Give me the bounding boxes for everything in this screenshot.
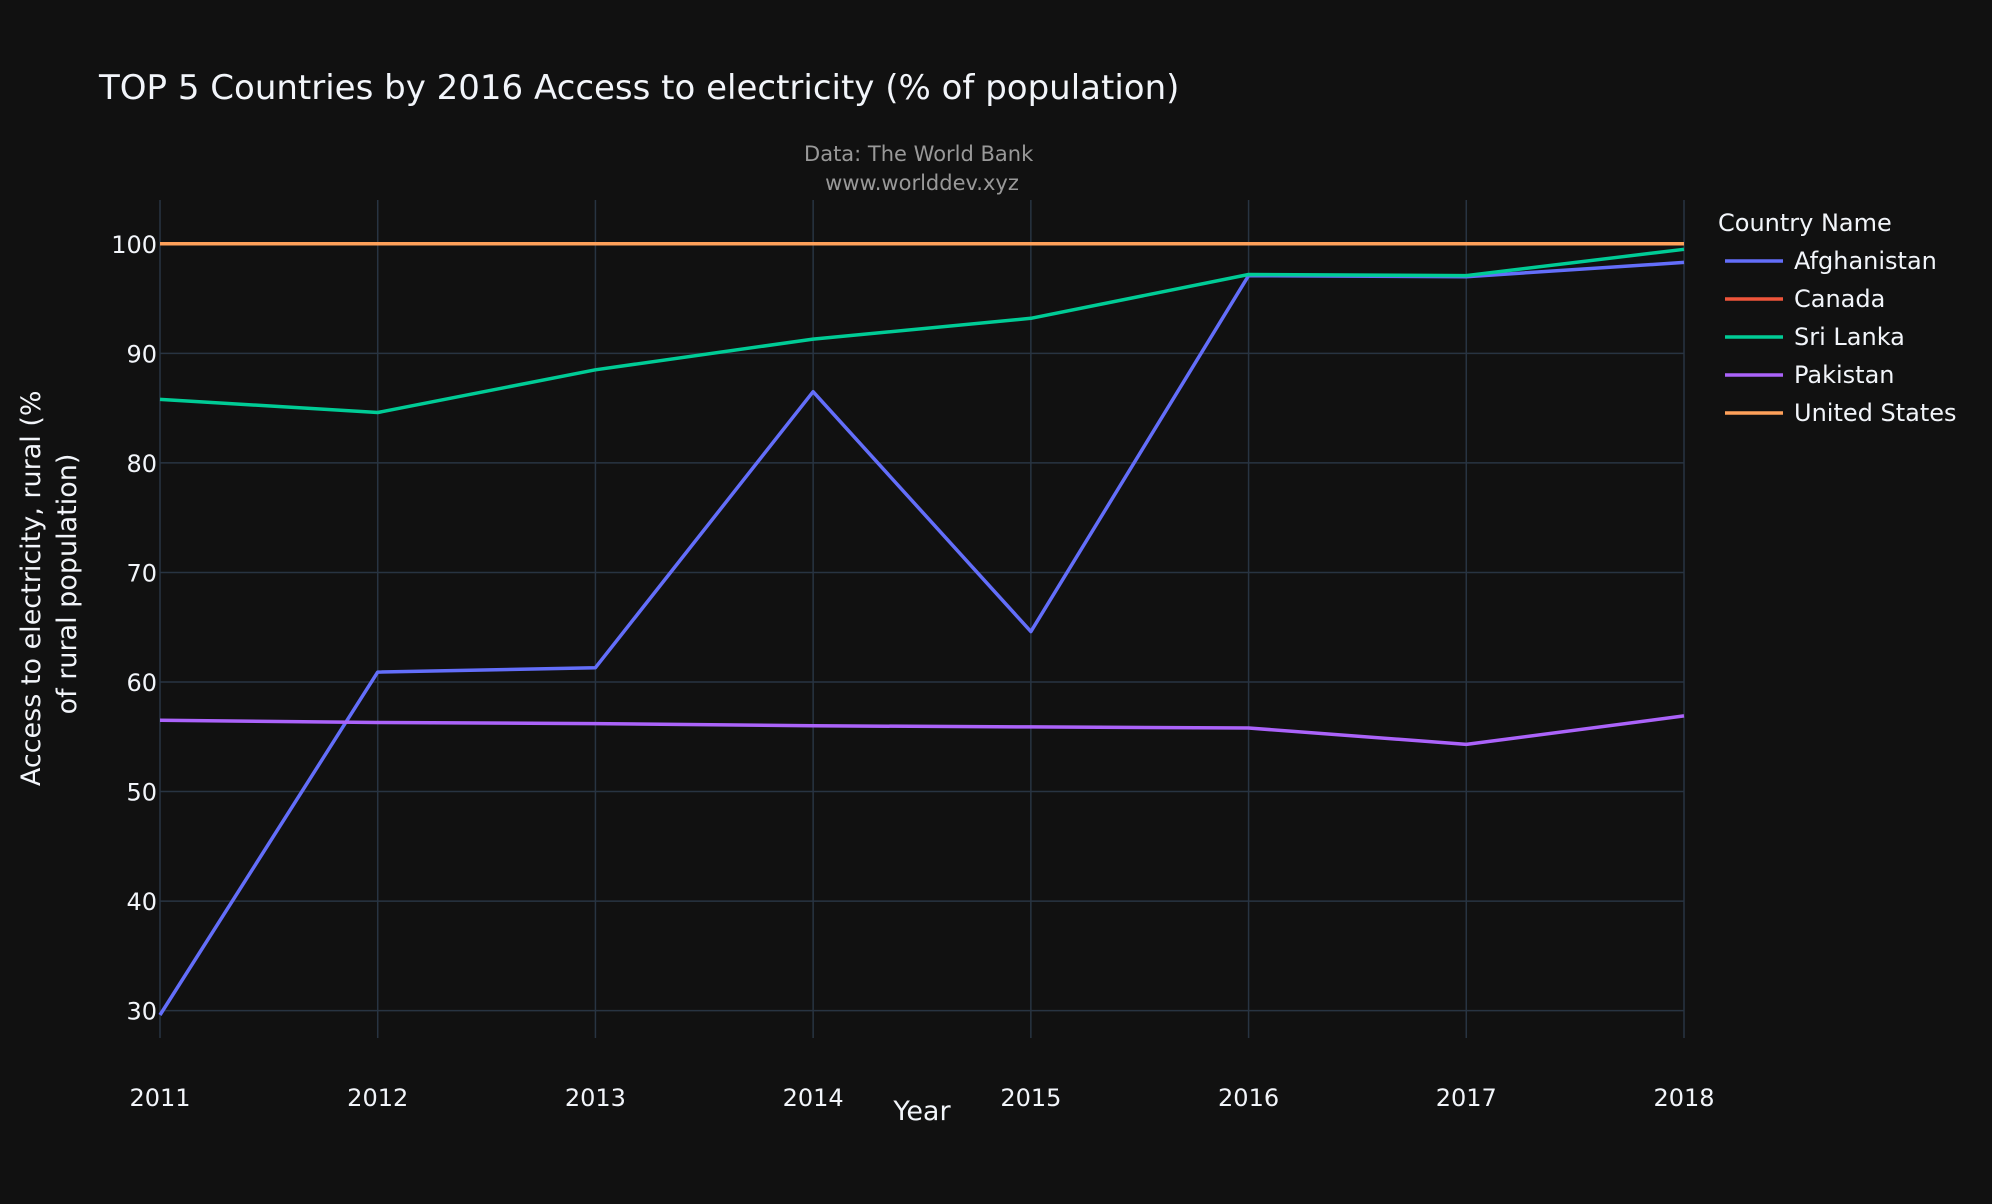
legend-label: Afghanistan [1794, 247, 1937, 275]
legend-label: Pakistan [1794, 361, 1895, 389]
y-tick-label: 40 [126, 888, 157, 916]
legend-item-canada[interactable]: Canada [1725, 285, 1885, 313]
grid [159, 200, 1685, 1038]
y-axis-label-line: of rural population) [52, 454, 83, 715]
x-tick-label: 2018 [1653, 1084, 1714, 1112]
y-tick-label: 60 [126, 669, 157, 697]
series-line-sri-lanka [159, 247, 1685, 415]
legend-label: United States [1794, 399, 1957, 427]
source-annotation-line: www.worlddev.xyz [825, 171, 1019, 195]
x-axis-label: Year [892, 1096, 951, 1127]
series-lines [158, 242, 1685, 1016]
y-tick-label: 100 [111, 231, 157, 259]
x-tick-label: 2017 [1436, 1084, 1497, 1112]
series-line-pakistan [159, 714, 1685, 747]
x-tick-label: 2016 [1218, 1084, 1279, 1112]
y-tick-label: 90 [126, 340, 157, 368]
chart-title: TOP 5 Countries by 2016 Access to electr… [98, 68, 1179, 108]
source-annotation-line: Data: The World Bank [804, 142, 1034, 166]
y-tick-label: 30 [126, 998, 157, 1026]
legend: Country Name Afghanistan Canada Sri Lanka P… [1718, 209, 1957, 427]
legend-label: Canada [1794, 285, 1885, 313]
y-axis-label-line: Access to electricity, rural (% [16, 390, 47, 786]
legend-item-sri-lanka[interactable]: Sri Lanka [1725, 323, 1905, 351]
y-tick-label: 50 [126, 779, 157, 807]
legend-item-united-states[interactable]: United States [1725, 399, 1957, 427]
source-annotation: Data: The World Bank www.worlddev.xyz [804, 142, 1040, 195]
x-tick-label: 2015 [1000, 1084, 1061, 1112]
x-tick-label: 2011 [129, 1084, 190, 1112]
legend-item-pakistan[interactable]: Pakistan [1725, 361, 1895, 389]
x-tick-label: 2012 [347, 1084, 408, 1112]
x-tick-label: 2013 [565, 1084, 626, 1112]
y-tick-label: 70 [126, 559, 157, 587]
x-axis-ticks: 2011 2012 2013 2014 2015 2016 2017 2018 [129, 1084, 1714, 1112]
legend-title: Country Name [1718, 209, 1892, 237]
y-axis-label: Access to electricity, rural (% of rural… [16, 382, 83, 786]
y-axis-ticks: 30 40 50 60 70 80 90 100 [111, 231, 157, 1026]
legend-label: Sri Lanka [1794, 323, 1905, 351]
legend-item-afghanistan[interactable]: Afghanistan [1725, 247, 1937, 275]
y-tick-label: 80 [126, 450, 157, 478]
x-tick-label: 2014 [783, 1084, 844, 1112]
